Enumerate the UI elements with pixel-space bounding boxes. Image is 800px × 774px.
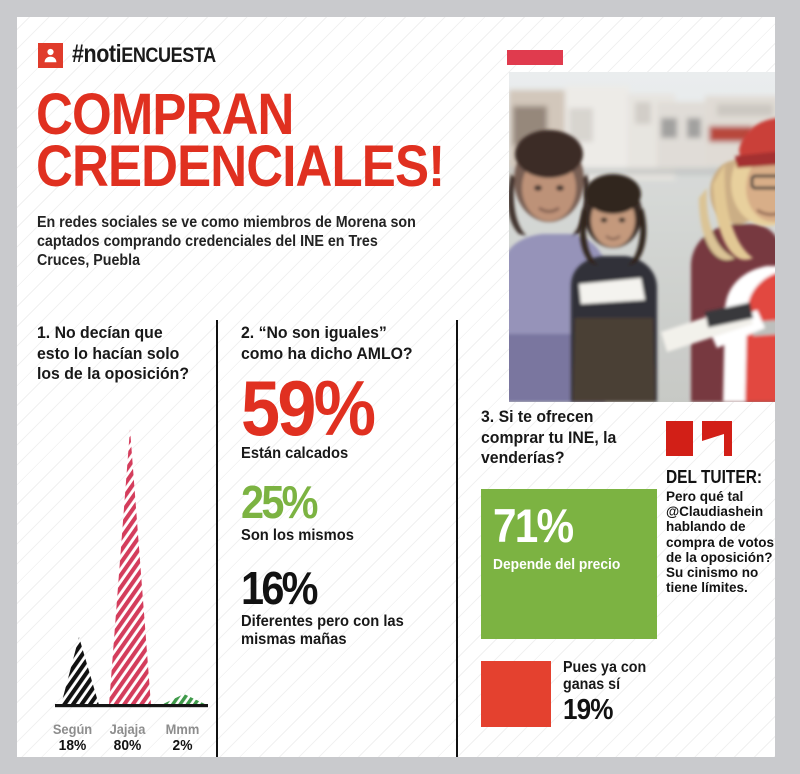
- brand-lockup: #notiENCUESTA: [38, 42, 239, 68]
- answer-2-2-value: 16%: [241, 561, 318, 614]
- answer-3-primary-label: Depende del precio: [493, 556, 621, 573]
- chart-category-0-name: Según: [52, 721, 93, 737]
- chart-category-2-value: 2%: [172, 737, 193, 754]
- answer-2-0-value: 59%: [241, 364, 376, 452]
- street-scene-photo: [509, 72, 775, 402]
- answer-2-1-label: Son los mismos: [241, 526, 354, 544]
- question-3-text: 3. Si te ofrecen comprar tu INE, la vend…: [481, 407, 617, 467]
- brand-hashtag-upper: ENCUESTA: [121, 44, 216, 67]
- question-2-text: 2. “No son iguales” como ha dicho AMLO?: [241, 323, 413, 363]
- panel-divider-2: [456, 320, 458, 757]
- chart-category-0-value: 18%: [58, 737, 87, 754]
- answer-3-secondary-label: Pues ya con ganas sí: [563, 659, 647, 693]
- brand-hashtag: #notiENCUESTA: [72, 42, 216, 68]
- chart-category-0: Según 18%: [45, 721, 100, 755]
- answer-3-secondary-box: [481, 661, 551, 727]
- infographic-sheet: #notiENCUESTA COMPRAN CREDENCIALES! En r…: [17, 17, 775, 757]
- headline-line-2: CREDENCIALES!: [36, 134, 445, 199]
- chart-category-labels: Según 18% Jajaja 80% Mmm 2%: [45, 721, 210, 755]
- answer-3-primary-value: 71%: [493, 499, 574, 552]
- chart-category-1: Jajaja 80%: [100, 721, 155, 755]
- answer-2-1-value: 25%: [241, 475, 318, 528]
- headline-line-1: COMPRAN: [36, 82, 294, 147]
- answer-2-0-label: Están calcados: [241, 444, 349, 462]
- tuiter-quote-block: DEL TUITER: Pero qué tal @Claudiashein h…: [666, 421, 775, 595]
- quotation-mark-icon: [666, 421, 732, 456]
- chart-category-1-value: 80%: [113, 737, 142, 754]
- answer-3-secondary-value: 19%: [563, 694, 613, 726]
- spike-chart: [51, 415, 211, 721]
- tuiter-title: DEL TUITER:: [666, 467, 763, 487]
- photo-accent-bar: [507, 50, 563, 65]
- panel-question-2: 2. “No son iguales” como ha dicho AMLO? …: [241, 323, 446, 649]
- answer-3-secondary-text: Pues ya con ganas sí 19%: [563, 659, 663, 725]
- tuiter-body: Pero qué tal @Claudiashein hablando de c…: [666, 489, 775, 596]
- panel-question-1: 1. No decían que esto lo hacían solo los…: [37, 323, 208, 754]
- answer-3-primary-box: 71% Depende del precio: [481, 489, 657, 639]
- answer-2-2-label: Diferentes pero con las mismas mañas: [241, 612, 404, 648]
- chart-category-2: Mmm 2%: [155, 721, 210, 755]
- panel-divider-1: [216, 320, 218, 757]
- deck-paragraph: En redes sociales se ve como miembros de…: [37, 214, 416, 269]
- brand-hashtag-lower: #noti: [72, 40, 122, 68]
- chart-category-1-name: Jajaja: [109, 721, 146, 737]
- panel-question-3: 3. Si te ofrecen comprar tu INE, la vend…: [481, 407, 661, 727]
- chart-category-2-name: Mmm: [165, 721, 200, 737]
- question-1-text: 1. No decían que esto lo hacían solo los…: [37, 323, 189, 383]
- user-badge-icon: [38, 42, 63, 68]
